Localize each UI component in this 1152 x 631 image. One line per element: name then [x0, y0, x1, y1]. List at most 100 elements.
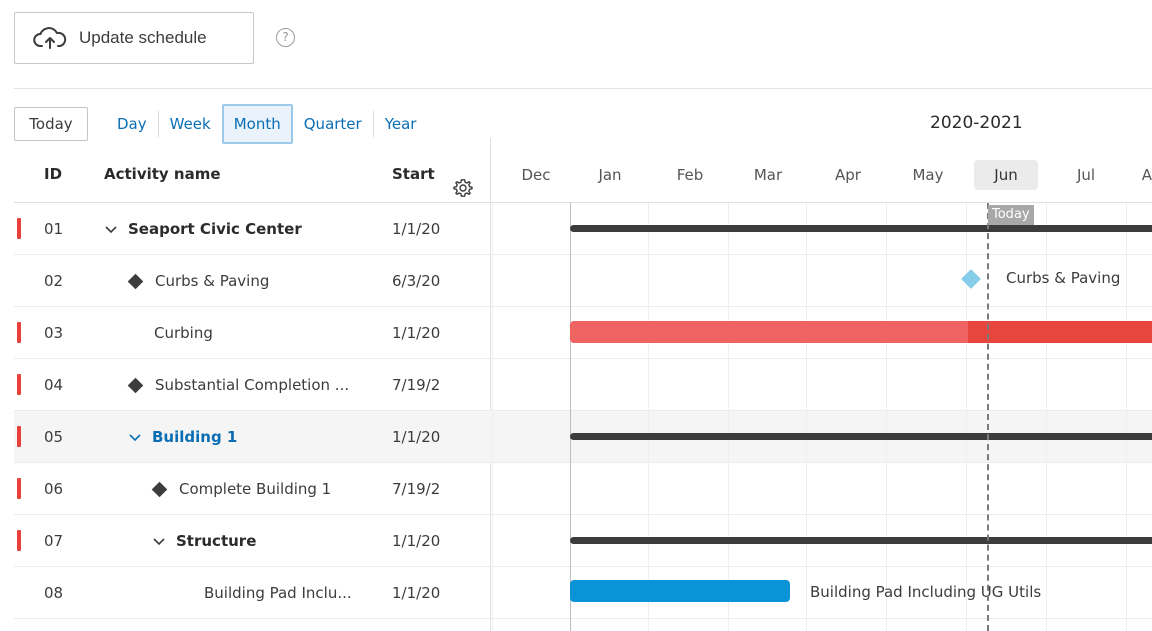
row-start: 7/19/2 [392, 480, 441, 498]
row-id: 05 [44, 428, 64, 446]
table-row[interactable]: 02 Curbs & Paving 6/3/20 [14, 255, 1152, 307]
view-year[interactable]: Year [372, 111, 428, 137]
task-bar-building-pad[interactable] [570, 580, 790, 602]
month-label: Feb [676, 166, 704, 184]
row-start: 1/1/20 [392, 220, 441, 238]
task-bar-curbing[interactable] [570, 321, 968, 343]
view-switcher: Day Week Month Quarter Year [106, 104, 427, 144]
table-row[interactable]: 01 Seaport Civic Center 1/1/20 [14, 203, 1152, 255]
row-name: Structure [176, 532, 257, 550]
view-quarter[interactable]: Quarter [303, 115, 362, 133]
column-header-activity-name[interactable]: Activity name [104, 165, 221, 183]
month-label: Mar [753, 166, 783, 184]
gear-icon[interactable] [453, 178, 473, 198]
chevron-down-icon[interactable] [104, 222, 118, 236]
gantt-label-building-pad: Building Pad Including UG Utils [810, 583, 1042, 601]
chevron-down-icon[interactable] [152, 534, 166, 548]
table-row[interactable]: 03 Curbing 1/1/20 [14, 307, 1152, 359]
row-name[interactable]: Building 1 [152, 428, 238, 446]
view-month[interactable]: Month [221, 104, 293, 144]
row-name: Building Pad Inclu... [204, 584, 352, 602]
column-header-id[interactable]: ID [44, 165, 63, 183]
row-id: 07 [44, 532, 64, 550]
month-label: Apr [835, 166, 861, 184]
row-name-cell: Seaport Civic Center [104, 203, 302, 255]
header-divider [14, 202, 1152, 203]
chevron-down-icon[interactable] [128, 430, 142, 444]
row-start: 1/1/20 [392, 428, 441, 446]
month-label: A [1141, 166, 1152, 184]
summary-bar-seaport[interactable] [570, 225, 1152, 232]
milestone-diamond-icon [151, 481, 168, 497]
month-label: Jan [598, 166, 622, 184]
milestone-curbs-paving[interactable] [961, 269, 981, 289]
table-row[interactable]: 04 Substantial Completion ... 7/19/2 [14, 359, 1152, 411]
summary-bar-building-1[interactable] [570, 433, 1152, 440]
row-start: 1/1/20 [392, 532, 441, 550]
row-id: 03 [44, 324, 64, 342]
view-week[interactable]: Week [157, 111, 222, 137]
row-start: 1/1/20 [392, 584, 441, 602]
row-name-cell: Curbs & Paving [127, 255, 270, 307]
column-header-start[interactable]: Start [392, 165, 435, 183]
help-icon[interactable]: ? [276, 28, 295, 47]
update-schedule-label: Update schedule [79, 28, 207, 47]
gridline [492, 203, 493, 631]
timeline-year-label: 2020-2021 [930, 113, 1023, 133]
update-schedule-button[interactable]: Update schedule [14, 12, 254, 64]
gridline [1046, 203, 1047, 631]
month-label: Jul [1076, 166, 1096, 184]
row-name: Curbing [154, 324, 213, 342]
gantt-label-curbs-paving: Curbs & Paving [1006, 269, 1121, 287]
row-id: 01 [44, 220, 64, 238]
gridline [728, 203, 729, 631]
task-bar-curbing-progress[interactable] [968, 321, 1152, 343]
row-name-cell: Building 1 [128, 411, 237, 463]
row-id: 08 [44, 584, 64, 602]
row-name: Complete Building 1 [179, 480, 332, 498]
critical-flag [17, 374, 21, 395]
gridline [648, 203, 649, 631]
critical-flag [17, 322, 21, 343]
gridline [806, 203, 807, 631]
today-marker-label: Today [988, 205, 1034, 225]
row-id: 06 [44, 480, 64, 498]
cloud-upload-icon [33, 27, 67, 49]
month-label: May [912, 166, 944, 184]
summary-bar-structure[interactable] [570, 537, 1152, 544]
milestone-diamond-icon [127, 273, 144, 289]
row-start: 1/1/20 [392, 324, 441, 342]
today-button[interactable]: Today [14, 107, 88, 141]
gridline [966, 203, 967, 631]
row-name-cell: Structure [152, 515, 256, 567]
row-start: 7/19/2 [392, 376, 441, 394]
row-name: Seaport Civic Center [128, 220, 302, 238]
row-name: Curbs & Paving [155, 272, 270, 290]
gantt-chart[interactable]: Curbs & Paving Building Pad Including UG… [492, 203, 1152, 631]
row-name-cell: Complete Building 1 [151, 463, 332, 515]
table-row[interactable]: 06 Complete Building 1 7/19/2 [14, 463, 1152, 515]
critical-flag [17, 218, 21, 239]
critical-flag [17, 478, 21, 499]
row-name-cell: Curbing [154, 307, 213, 359]
row-name-cell: Building Pad Inclu... [204, 567, 352, 619]
toolbar-divider [14, 88, 1152, 89]
timeline-months: Dec Jan Feb Mar Apr May Jun Jul A [492, 160, 1152, 192]
month-label-current: Jun [974, 160, 1038, 190]
today-marker-line [987, 203, 989, 631]
gridline [570, 203, 571, 631]
row-start: 6/3/20 [392, 272, 441, 290]
gridline [886, 203, 887, 631]
row-name: Substantial Completion ... [155, 376, 350, 394]
table-row[interactable]: 07 Structure 1/1/20 [14, 515, 1152, 567]
pane-splitter[interactable] [490, 138, 491, 631]
critical-flag [17, 426, 21, 447]
gridline [1126, 203, 1127, 631]
view-day[interactable]: Day [117, 115, 147, 133]
row-id: 04 [44, 376, 64, 394]
row-name-cell: Substantial Completion ... [127, 359, 350, 411]
month-label: Dec [521, 166, 551, 184]
table-row[interactable]: 08 Building Pad Inclu... 1/1/20 [14, 567, 1152, 619]
critical-flag [17, 530, 21, 551]
milestone-diamond-icon [127, 377, 144, 393]
